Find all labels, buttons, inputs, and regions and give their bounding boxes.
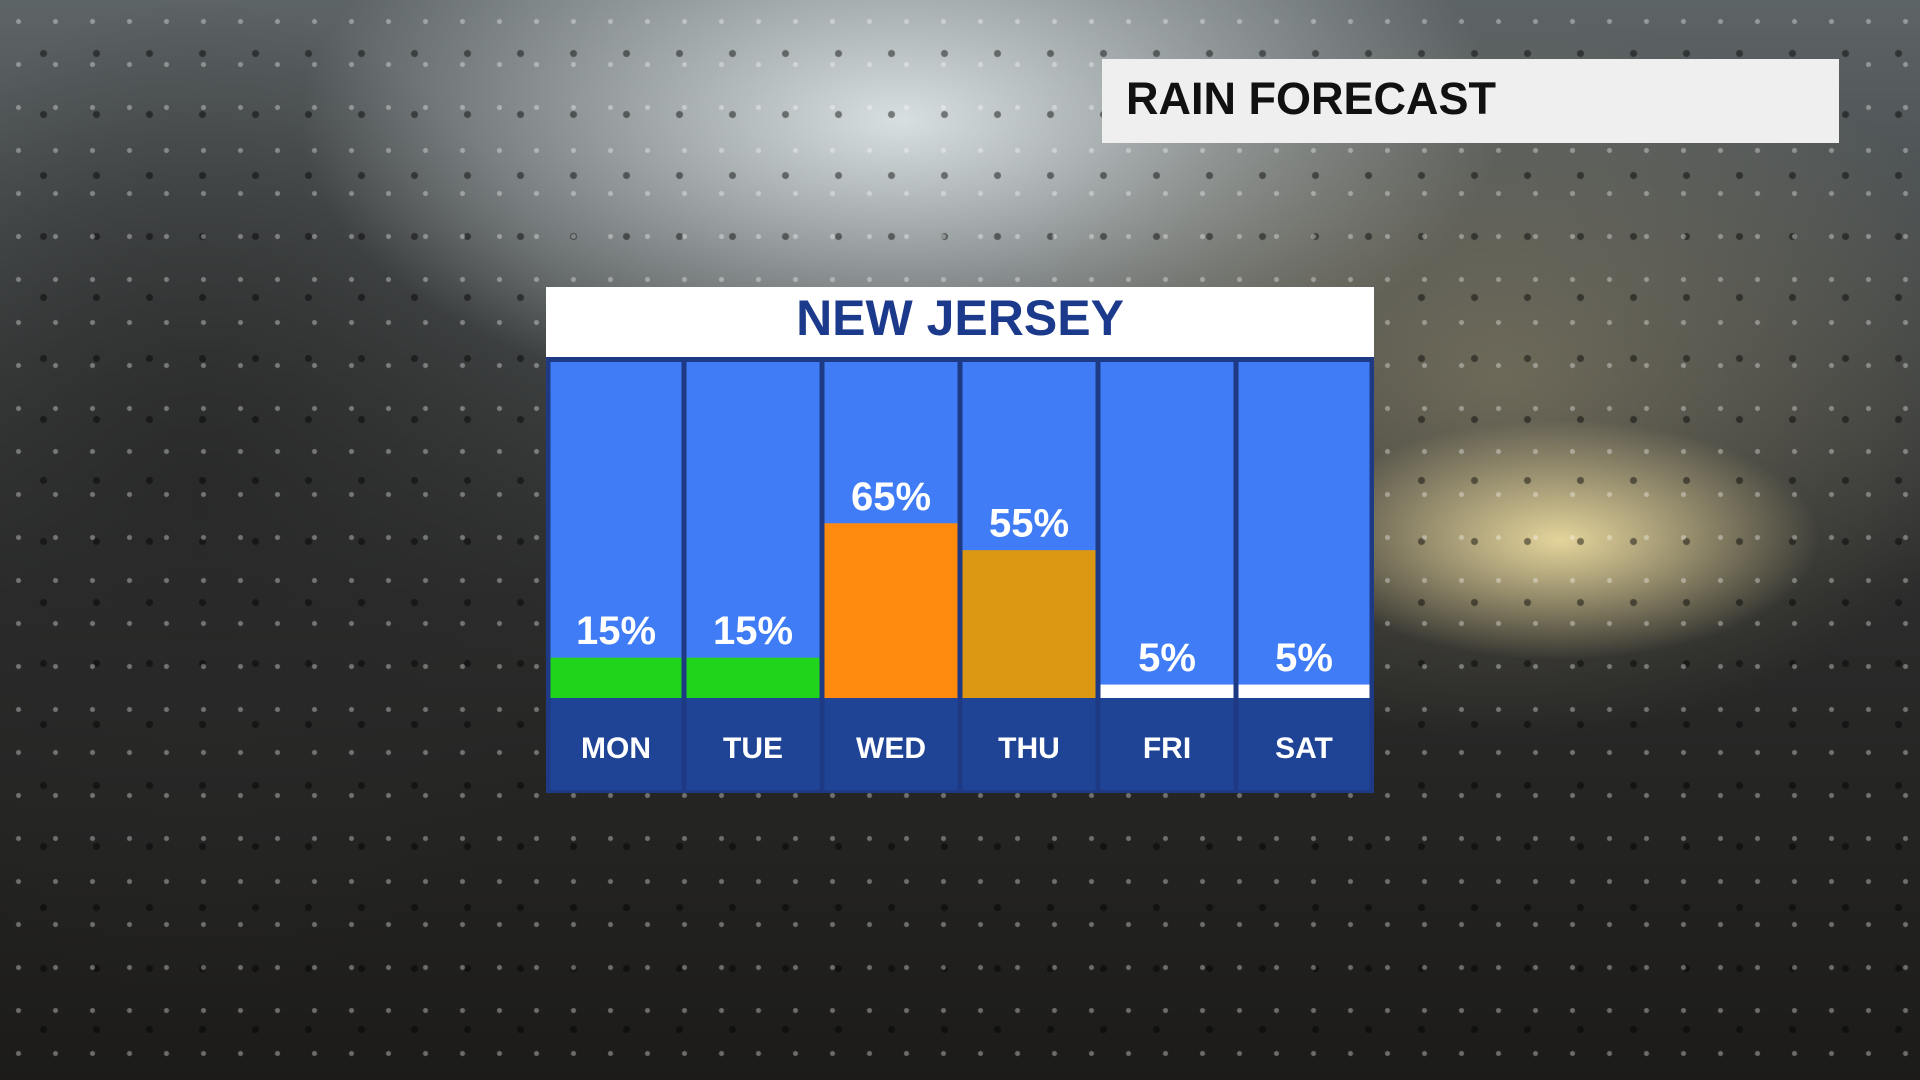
x-tick-label: MON — [581, 732, 651, 765]
day-band — [962, 698, 1096, 790]
bar — [550, 657, 682, 698]
x-tick-label: TUE — [723, 732, 783, 765]
x-tick-label: SAT — [1275, 732, 1333, 765]
column — [550, 362, 682, 698]
value-label: 65% — [851, 475, 931, 519]
day-band — [824, 698, 958, 790]
value-label: 5% — [1138, 636, 1196, 680]
value-label: 15% — [713, 609, 793, 653]
day-band — [550, 698, 682, 790]
x-tick-label: THU — [998, 732, 1060, 765]
column — [686, 362, 820, 698]
bar — [1238, 684, 1370, 698]
day-band — [1100, 698, 1234, 790]
value-label: 5% — [1275, 636, 1333, 680]
title-box — [546, 287, 1374, 357]
value-label: 55% — [989, 502, 1069, 546]
day-band — [686, 698, 820, 790]
x-tick-label: FRI — [1143, 732, 1191, 765]
bar — [824, 523, 958, 698]
panel — [546, 287, 1374, 793]
day-band — [1238, 698, 1370, 790]
value-label: 15% — [576, 609, 656, 653]
bar — [1100, 684, 1234, 698]
bar — [962, 550, 1096, 698]
bar — [686, 657, 820, 698]
header-title: RAIN FORECAST — [1126, 73, 1496, 124]
chart-title: NEW JERSEY — [796, 290, 1124, 346]
header-box — [1102, 59, 1839, 143]
x-tick-label: WED — [856, 732, 926, 765]
column — [1238, 362, 1370, 698]
column — [1100, 362, 1234, 698]
